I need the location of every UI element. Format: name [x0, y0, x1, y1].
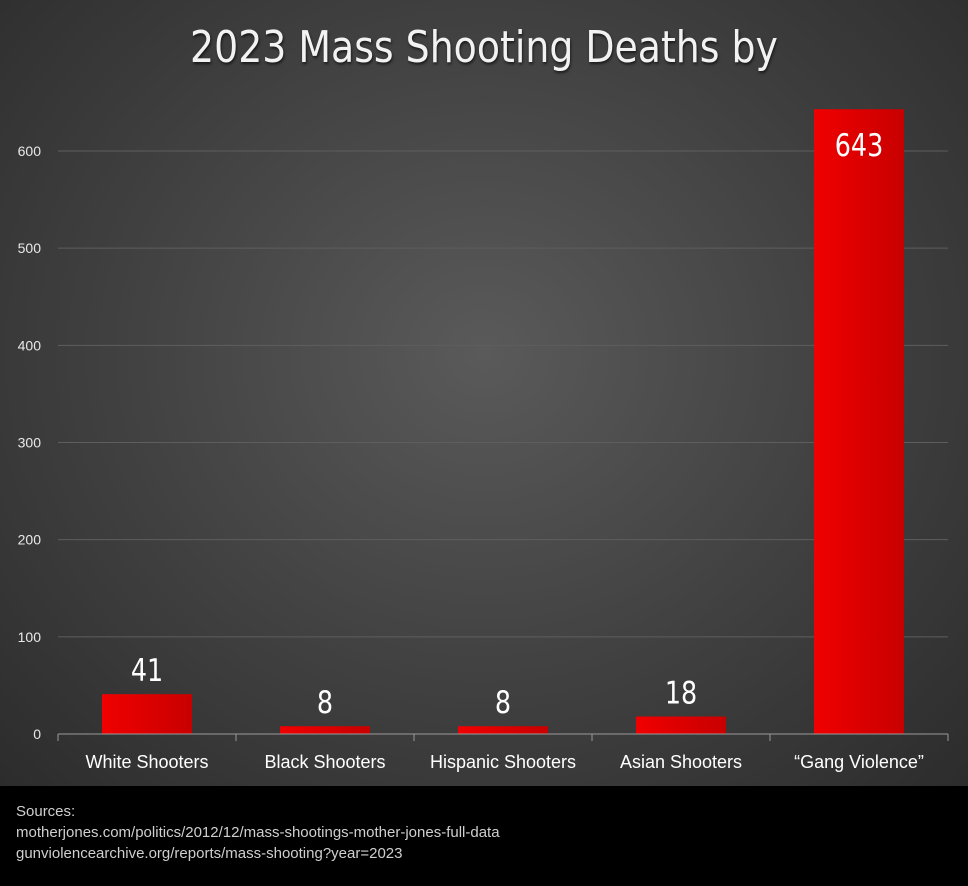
bar — [280, 726, 370, 734]
x-tick-label: Black Shooters — [264, 752, 385, 772]
grid-lines — [58, 150, 948, 638]
data-labels: 41 8 8 18 643 — [131, 128, 883, 721]
y-tick-label: 300 — [18, 435, 42, 451]
x-axis-categories: White Shooters Black Shooters Hispanic Sho… — [85, 752, 923, 772]
bar — [636, 716, 726, 734]
y-tick-label: 600 — [18, 143, 42, 159]
x-tick-label: White Shooters — [85, 752, 208, 772]
data-label: 8 — [317, 685, 333, 721]
sources-block: Sources: motherjones.com/politics/2012/1… — [16, 801, 500, 864]
chart-title: 2023 Mass Shooting Deaths by — [190, 22, 778, 73]
data-label: 18 — [665, 675, 697, 711]
bar-chart: 0 100 200 300 400 500 600 41 8 8 18 643 White Shoo… — [18, 109, 949, 772]
bar — [102, 694, 192, 734]
y-tick-label: 0 — [33, 726, 41, 742]
data-label: 8 — [495, 685, 511, 721]
bars — [102, 109, 904, 735]
x-axis — [57, 733, 949, 741]
y-tick-label: 500 — [18, 240, 42, 256]
y-tick-label: 200 — [18, 532, 42, 548]
y-tick-label: 400 — [18, 337, 42, 353]
x-tick-label: Asian Shooters — [620, 752, 742, 772]
source-line-1: motherjones.com/politics/2012/12/mass-sh… — [16, 824, 500, 841]
x-tick-label: “Gang Violence” — [794, 752, 924, 772]
sources-heading: Sources: — [16, 803, 76, 820]
bar — [814, 109, 904, 735]
bar — [458, 726, 548, 734]
chart-panel — [0, 0, 968, 786]
source-line-2: gunviolencearchive.org/reports/mass-shoo… — [16, 845, 403, 862]
y-tick-label: 100 — [18, 629, 42, 645]
y-axis-ticks: 0 100 200 300 400 500 600 — [18, 143, 42, 742]
data-label: 643 — [835, 128, 883, 164]
data-label: 41 — [131, 653, 163, 689]
x-tick-label: Hispanic Shooters — [430, 752, 576, 772]
